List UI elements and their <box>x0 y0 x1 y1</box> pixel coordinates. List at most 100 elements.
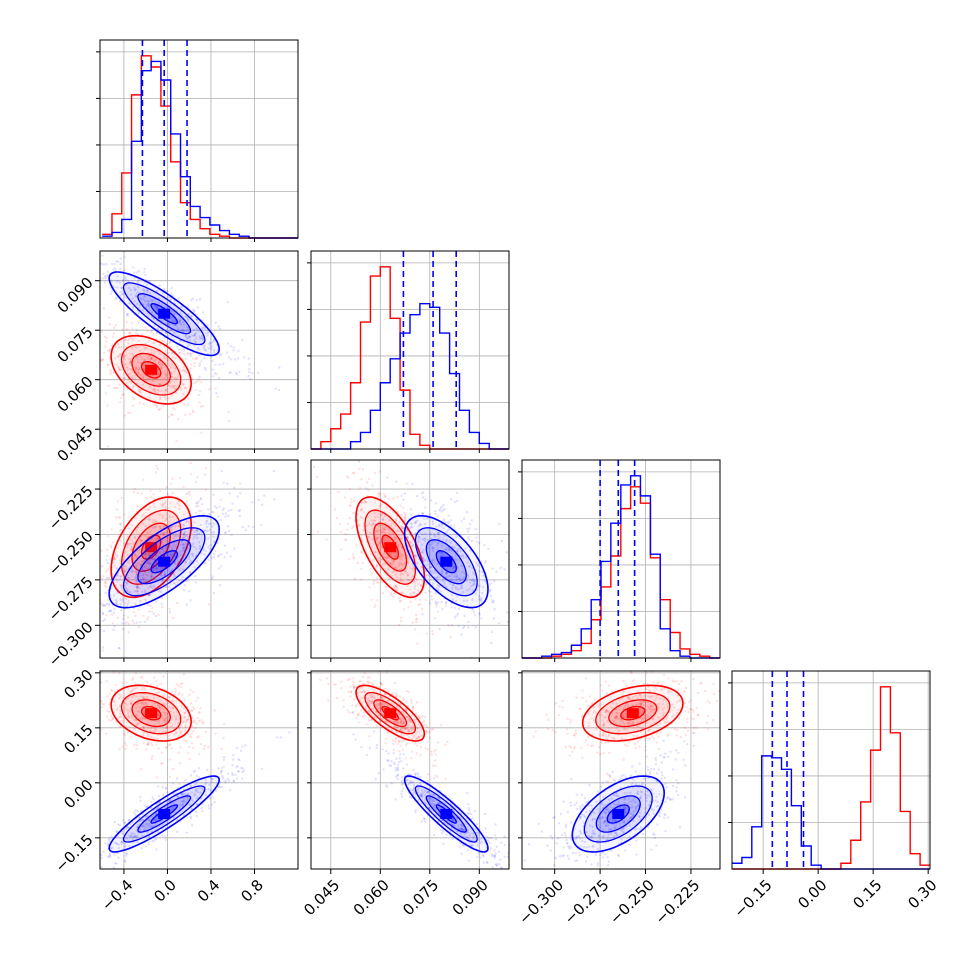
blue-point <box>466 836 470 840</box>
red-point <box>115 508 118 511</box>
blue-point <box>48 633 50 635</box>
blue-point <box>461 578 465 581</box>
red-point <box>183 711 187 714</box>
red-point <box>166 701 170 704</box>
blue-point <box>460 827 463 830</box>
blue-point <box>475 562 479 566</box>
blue-point <box>146 289 149 292</box>
red-point <box>118 712 122 715</box>
red-point <box>120 368 123 372</box>
blue-point <box>457 578 461 581</box>
red-point <box>188 493 191 497</box>
blue-point <box>105 558 108 562</box>
blue-point <box>104 591 107 594</box>
blue-point <box>435 576 439 579</box>
red-point <box>103 351 106 355</box>
red-point <box>178 691 181 695</box>
blue-point <box>491 866 494 869</box>
red-point <box>399 600 402 603</box>
blue-point <box>448 540 451 543</box>
blue-point <box>216 555 220 558</box>
blue-point <box>92 251 94 253</box>
blue-point <box>179 793 183 796</box>
red-point <box>195 722 198 725</box>
blue-point <box>125 278 128 281</box>
red-point <box>154 358 158 361</box>
red-point <box>134 555 138 559</box>
red-point <box>144 748 148 751</box>
blue-point <box>503 568 506 571</box>
blue-point <box>165 518 168 521</box>
blue-point <box>151 568 154 571</box>
blue-point <box>179 339 182 343</box>
blue-point <box>435 525 438 528</box>
red-point <box>165 530 169 533</box>
blue-point <box>182 547 185 550</box>
red-point <box>351 711 355 714</box>
red-point <box>167 737 171 740</box>
blue-point <box>209 347 213 351</box>
red-point <box>171 406 175 410</box>
blue-point <box>480 596 483 600</box>
red-point <box>396 540 399 544</box>
red-point <box>197 377 200 381</box>
red-point <box>185 739 188 743</box>
red-point <box>385 687 388 690</box>
red-point <box>156 467 159 470</box>
red-point <box>167 351 170 355</box>
blue-point <box>193 333 196 337</box>
red-point <box>379 568 383 572</box>
red-point <box>362 522 365 525</box>
blue-point <box>257 371 260 374</box>
red-point <box>436 610 440 613</box>
red-point <box>361 682 365 685</box>
blue-point <box>451 567 455 570</box>
blue-point <box>230 534 233 537</box>
blue-point <box>143 828 146 832</box>
blue-point <box>448 582 452 585</box>
red-point <box>168 340 172 344</box>
red-point <box>389 552 393 556</box>
blue-point <box>224 781 227 784</box>
red-point <box>385 506 388 509</box>
red-point <box>152 333 155 336</box>
red-point <box>166 358 169 362</box>
red-point <box>398 749 401 753</box>
red-point <box>312 465 316 469</box>
red-point <box>189 363 193 366</box>
red-point <box>159 338 162 342</box>
blue-point <box>218 327 222 330</box>
blue-point <box>451 837 454 841</box>
blue-point <box>172 320 175 323</box>
red-point <box>157 360 161 364</box>
blue-point <box>228 371 231 375</box>
blue-point <box>456 588 460 591</box>
red-point <box>139 695 142 698</box>
blue-point <box>198 335 201 338</box>
red-point <box>162 719 165 722</box>
red-point <box>392 570 396 573</box>
red-point <box>173 376 176 380</box>
red-point <box>113 386 116 390</box>
blue-point <box>134 541 137 544</box>
red-point <box>164 350 167 353</box>
red-point <box>161 516 165 519</box>
red-point <box>167 361 170 365</box>
blue-point <box>248 368 251 371</box>
red-point <box>149 489 152 493</box>
blue-point <box>439 507 442 510</box>
blue-point <box>489 594 492 597</box>
blue-point <box>148 593 151 597</box>
red-point <box>361 715 365 719</box>
red-point <box>424 747 427 750</box>
blue-point <box>184 543 188 546</box>
red-point <box>194 358 197 361</box>
red-point <box>148 553 151 556</box>
blue-point <box>430 537 433 540</box>
red-point <box>355 703 359 707</box>
red-point <box>352 684 356 688</box>
blue-point <box>449 498 453 501</box>
red-point <box>156 392 160 395</box>
red-point <box>124 701 127 704</box>
red-point <box>176 375 180 378</box>
